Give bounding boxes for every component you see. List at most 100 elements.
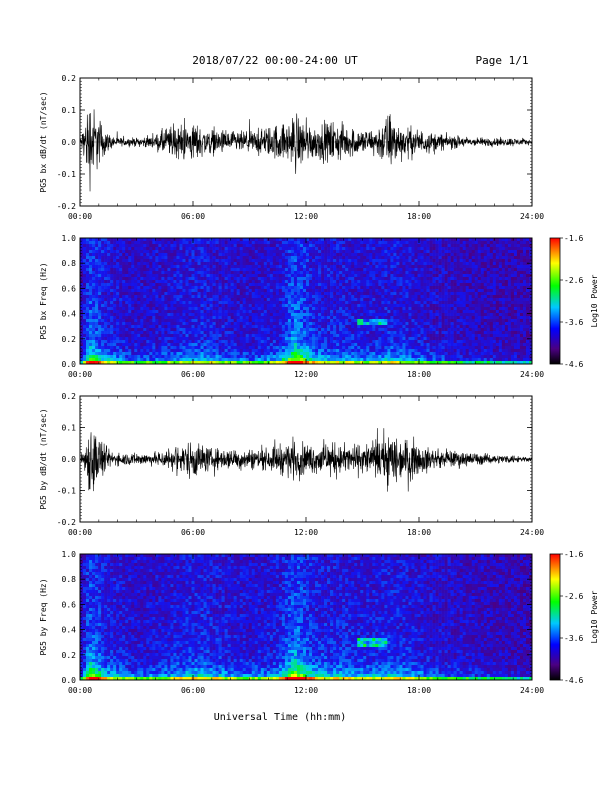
spectrogram-cell bbox=[167, 307, 171, 311]
spectrogram-cell bbox=[342, 268, 346, 272]
spectrogram-cell bbox=[402, 265, 406, 269]
spectrogram-cell bbox=[293, 310, 298, 314]
spectrogram-cell bbox=[149, 346, 153, 350]
spectrogram-cell bbox=[351, 349, 355, 353]
spectrogram-cell bbox=[345, 301, 349, 305]
spectrogram-cell bbox=[185, 268, 189, 272]
spectrogram-cell bbox=[149, 253, 153, 257]
spectrogram-cell bbox=[345, 250, 349, 254]
spectrogram-cell bbox=[134, 241, 138, 245]
spectrogram-cell bbox=[215, 244, 219, 248]
spectrogram-cell bbox=[396, 289, 400, 293]
spectrogram-cell bbox=[143, 271, 147, 275]
spectrogram-cell bbox=[257, 256, 262, 260]
spectrogram-cell bbox=[290, 259, 295, 263]
spectrogram-cell bbox=[272, 334, 277, 338]
spectrogram-cell bbox=[393, 292, 397, 296]
spectrogram-cell bbox=[309, 310, 313, 314]
spectrogram-cell bbox=[299, 283, 304, 287]
spectrogram-cell bbox=[218, 289, 222, 293]
spectrogram-cell bbox=[83, 349, 87, 353]
spectrogram-cell bbox=[396, 337, 400, 341]
spectrogram-cell bbox=[119, 274, 123, 278]
spectrogram-cell bbox=[408, 286, 412, 290]
spectrogram-cell bbox=[315, 271, 319, 275]
spectrogram-cell bbox=[402, 334, 406, 338]
spectrogram-cell bbox=[411, 337, 415, 341]
spectrogram-cell bbox=[209, 343, 213, 347]
spectrogram-cell bbox=[92, 283, 96, 287]
spectrogram-cell bbox=[306, 247, 310, 251]
spectrogram-cell bbox=[179, 310, 183, 314]
spectrogram-cell bbox=[242, 355, 247, 359]
spectrogram-cell bbox=[227, 274, 231, 278]
spectrogram-cell bbox=[125, 352, 129, 356]
spectrogram-cell bbox=[176, 250, 180, 254]
spectrogram-cell bbox=[348, 268, 352, 272]
spectrogram-cell bbox=[275, 337, 280, 341]
spectrogram-cell bbox=[101, 301, 105, 305]
spectrogram-cell bbox=[128, 292, 132, 296]
spectrogram-cell bbox=[306, 349, 310, 353]
spectrogram-cell bbox=[80, 241, 84, 245]
spectrogram-cell bbox=[161, 295, 165, 299]
spectrogram-cell bbox=[194, 307, 198, 311]
spectrogram-cell bbox=[318, 271, 322, 275]
spectrogram-cell bbox=[423, 289, 427, 293]
spectrogram-cell bbox=[318, 262, 322, 266]
spectrogram-cell bbox=[176, 241, 180, 245]
spectrogram-cell bbox=[155, 331, 159, 335]
spectrogram-cell bbox=[134, 283, 138, 287]
spectrogram-cell bbox=[336, 277, 340, 281]
spectrogram-cell bbox=[411, 355, 415, 359]
spectrogram-cell bbox=[339, 316, 343, 320]
spectrogram-cell bbox=[357, 277, 361, 281]
spectrogram-cell bbox=[396, 247, 400, 251]
spectrogram-cell bbox=[284, 292, 289, 296]
spectrogram-cell bbox=[333, 268, 337, 272]
spectrogram-cell bbox=[116, 340, 120, 344]
spectrogram-cell bbox=[227, 250, 231, 254]
spectrogram-cell bbox=[345, 304, 349, 308]
spectrogram-cell bbox=[119, 295, 123, 299]
spectrogram-cell bbox=[155, 325, 159, 329]
spectrogram-cell bbox=[360, 340, 364, 344]
spectrogram-cell bbox=[119, 241, 123, 245]
spectrogram-cell bbox=[128, 283, 132, 287]
spectrogram-cell bbox=[351, 253, 355, 257]
spectrogram-cell bbox=[221, 259, 225, 263]
spectrogram-cell bbox=[89, 274, 93, 278]
spectrogram-cell bbox=[408, 331, 412, 335]
spectrogram-cell bbox=[200, 289, 204, 293]
spectrogram-cell bbox=[80, 355, 84, 359]
spectrogram-cell bbox=[420, 307, 424, 311]
spectrogram-cell bbox=[390, 316, 394, 320]
spectrogram-cell bbox=[254, 307, 259, 311]
spectrogram-cell bbox=[92, 298, 96, 302]
spectrogram-cell bbox=[161, 286, 165, 290]
spectrogram-cell bbox=[209, 277, 213, 281]
spectrogram-cell bbox=[176, 301, 180, 305]
spectrogram-cell bbox=[254, 358, 259, 362]
spectrogram-cell bbox=[366, 256, 370, 260]
spectrogram-cell bbox=[293, 298, 298, 302]
spectrogram-cell bbox=[266, 298, 271, 302]
spectrogram-cell bbox=[101, 358, 105, 362]
spectrogram-cell bbox=[203, 286, 207, 290]
spectrogram-cell bbox=[209, 274, 213, 278]
spectrogram-cell bbox=[218, 310, 222, 314]
spectrogram-cell bbox=[272, 238, 277, 242]
spectrogram-cell bbox=[360, 250, 364, 254]
spectrogram-cell bbox=[284, 307, 289, 311]
spectrogram-cell bbox=[203, 241, 207, 245]
spectrogram-cell bbox=[363, 355, 367, 359]
spectrogram-cell bbox=[191, 301, 195, 305]
spectrogram-cell bbox=[306, 346, 310, 350]
spectrogram-cell bbox=[215, 238, 219, 242]
spectrogram-cell bbox=[134, 295, 138, 299]
spectrogram-cell bbox=[263, 331, 268, 335]
spectrogram-cell bbox=[212, 259, 216, 263]
spectrogram-cell bbox=[203, 283, 207, 287]
spectrogram-cell bbox=[309, 265, 313, 269]
spectrogram-cell bbox=[399, 316, 403, 320]
